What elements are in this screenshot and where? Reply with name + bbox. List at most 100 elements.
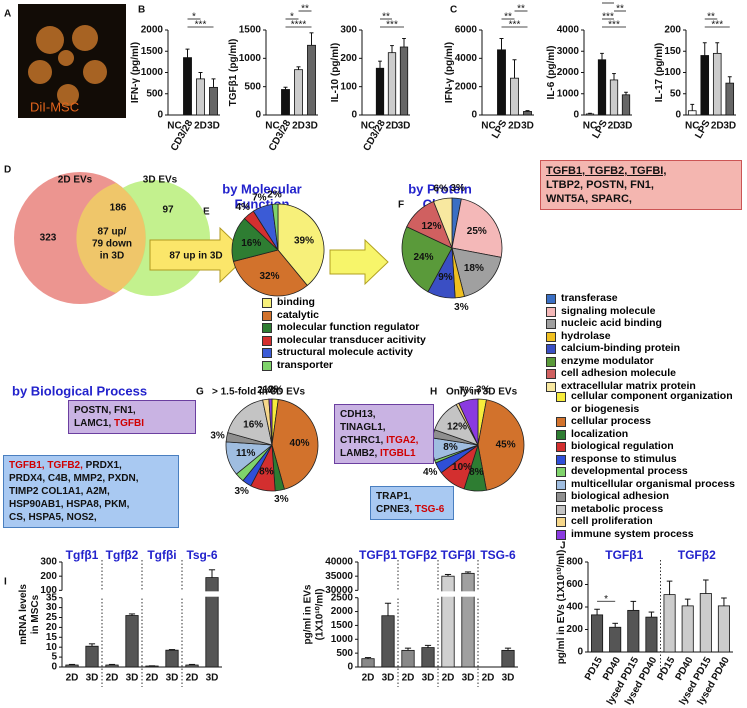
bar <box>361 658 375 668</box>
legend-text: response to stimulus <box>571 452 677 465</box>
y-axis-label: pg/ml in EVs <box>303 584 314 644</box>
pie-label: 45% <box>496 440 516 451</box>
y-tick-label: 0 <box>351 110 357 121</box>
gene-line: TGFB1, TGFB2, TGFBI, <box>546 164 736 178</box>
significance-label: *** <box>608 20 620 31</box>
x-tick-label: NC <box>481 121 495 132</box>
legend-text: binding <box>277 296 315 308</box>
pie-label: 18% <box>464 263 484 274</box>
legend-swatch <box>556 504 566 515</box>
bar <box>523 111 532 116</box>
x-tick-label: 2D <box>608 121 621 132</box>
legend-text: transporter <box>277 358 334 371</box>
venn-count: 323 <box>40 233 57 244</box>
legend-text: molecular transducer acitivity <box>277 333 426 346</box>
x-tick-label: 3D <box>86 673 99 684</box>
pie-label: 12% <box>421 221 441 232</box>
y-tick-label: 500 <box>146 88 163 99</box>
legend-swatch <box>262 298 272 308</box>
bar <box>585 113 595 116</box>
legend-swatch <box>262 335 272 346</box>
legend-swatch <box>556 429 566 440</box>
legend-item: cell proliferation <box>556 515 744 528</box>
pie-label: 2% <box>257 385 272 396</box>
gene-box: CDH13, TINAGL1, CTHRC1, ITGA2, LAMB2, ITGBL… <box>334 404 434 464</box>
significance-label: *** <box>195 20 207 31</box>
pie-label: 40% <box>290 438 310 449</box>
y-tick-label: 0 <box>675 110 681 121</box>
y-tick-label: 0 <box>51 662 57 673</box>
pie-label: 8% <box>469 467 484 478</box>
pie-label: 2% <box>269 385 284 396</box>
pie-label: 2% <box>267 190 282 201</box>
y-axis-label: (1X10¹⁰/ml) <box>315 589 326 641</box>
y-axis-label: mRNA levels <box>18 584 29 645</box>
significance-label: ** <box>616 4 624 15</box>
pie-label: 8% <box>443 442 458 453</box>
bar <box>65 664 79 668</box>
significance-label: ** <box>604 0 612 7</box>
y-tick-label: 600 <box>566 579 583 590</box>
arrow <box>149 226 249 284</box>
pie-label: 1% <box>263 384 278 395</box>
y-tick-label: 0 <box>157 110 163 121</box>
venn-detail: 79 down <box>92 239 132 250</box>
gene-line: HSP90AB1, HSPA8, PKM, <box>9 498 173 511</box>
bar <box>609 79 619 116</box>
legend-swatch <box>546 331 556 342</box>
pie-label: 32% <box>259 271 279 282</box>
y-tick-label: 500 <box>336 648 353 659</box>
pie-slice <box>401 226 453 293</box>
x-tick-label: 2D <box>362 673 375 684</box>
x-tick-label: 2D <box>386 121 399 132</box>
pie-slice <box>433 197 453 249</box>
x-tick-label: NC <box>167 121 181 132</box>
x-tick-label: 3D <box>723 121 736 132</box>
panel-letter: B <box>138 5 145 16</box>
bar <box>699 593 712 653</box>
y-axis-label: pg/ml in EVs (1X10¹⁰/ml) <box>556 550 567 665</box>
x-tick-label: 2D <box>402 673 415 684</box>
gene-line: WNT5A, SPARC, <box>546 192 736 206</box>
bar <box>712 52 722 116</box>
x-tick-label: 3D <box>126 673 139 684</box>
legend-swatch <box>262 310 272 321</box>
legend-swatch <box>262 348 272 358</box>
significance-label: * <box>604 594 608 605</box>
cell-blob <box>83 60 107 84</box>
x-tick-label: 3D <box>166 673 179 684</box>
gene-text: POSTN, FN1, <box>74 405 136 416</box>
legend-item: hydrolase <box>546 330 746 343</box>
pie-label: 3% <box>234 486 249 497</box>
gene-text: LTBP2, POSTN, FN1, <box>546 179 654 191</box>
gene-line: TINAGL1, <box>340 421 428 434</box>
venn-label: 2D EVs <box>58 175 93 186</box>
y-tick-label: 300 <box>40 557 57 568</box>
x-tick-label: 2D <box>66 673 79 684</box>
y-tick-label: 0 <box>573 110 579 121</box>
bar <box>609 626 622 653</box>
y-tick-label: 50 <box>670 88 682 99</box>
gene-text: PRDX1, <box>82 460 122 471</box>
pie-label: 10% <box>452 462 472 473</box>
pie-slice <box>271 398 319 490</box>
pie-label: 7% <box>459 386 474 397</box>
pie-slice <box>277 203 325 287</box>
group-label: TGFβ2 <box>678 548 716 562</box>
y-tick-label: 200 <box>40 571 57 582</box>
bar <box>725 82 735 116</box>
y-tick-label: 5 <box>51 652 57 663</box>
gene-line: LTBP2, POSTN, FN1, <box>546 178 736 192</box>
legend-item: calcium-binding protein <box>546 342 746 355</box>
bar <box>185 664 199 668</box>
y-tick-label: 200 <box>566 624 583 635</box>
legend-swatch <box>556 479 566 490</box>
legend-text: calcium-binding protein <box>561 342 681 354</box>
x-tick-label: 2D <box>292 121 305 132</box>
legend-swatch <box>546 319 556 329</box>
y-tick-label: 300 <box>340 25 357 36</box>
group-label: TGFβ2 <box>399 548 437 562</box>
legend-swatch <box>546 369 556 379</box>
panel-letter: J <box>560 541 566 552</box>
legend-text: extracellular matrix protein <box>561 379 696 392</box>
